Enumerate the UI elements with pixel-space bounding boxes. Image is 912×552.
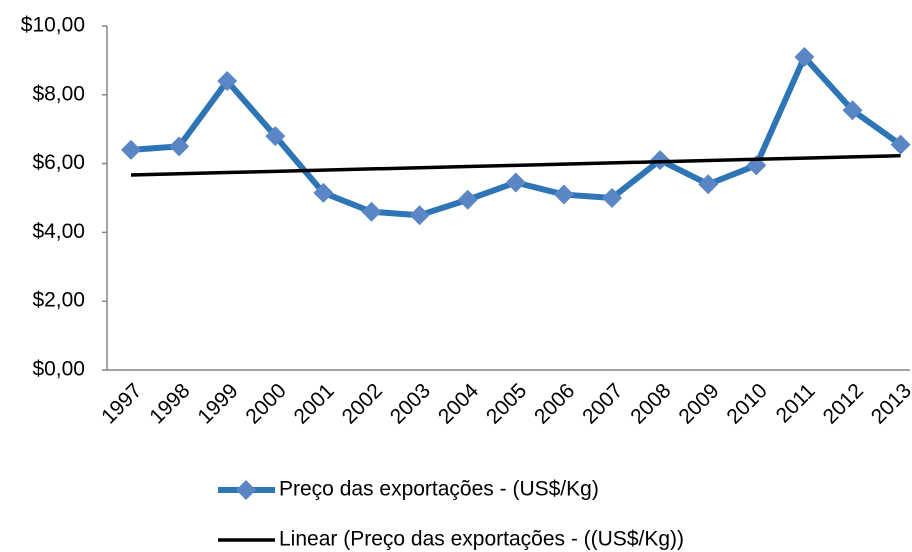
x-tick-label: 2004 <box>434 379 484 429</box>
x-tick-label: 2012 <box>819 379 868 428</box>
legend-label: Linear (Preço das exportações - ((US$/Kg… <box>279 528 684 551</box>
x-tick-label: 2003 <box>386 379 435 428</box>
data-point <box>313 182 334 203</box>
data-point <box>409 205 430 226</box>
legend-entry: Linear (Preço das exportações - ((US$/Kg… <box>218 528 684 551</box>
data-point <box>602 188 622 208</box>
series-line <box>130 153 901 177</box>
legend-label: Preço das exportações - (US$/Kg) <box>279 478 599 501</box>
data-point <box>457 189 478 210</box>
x-tick-label: 1998 <box>145 379 194 428</box>
y-tick-label: $10,00 <box>21 14 85 37</box>
x-tick-label: 2005 <box>482 379 531 428</box>
data-point <box>265 126 286 147</box>
x-tick-label: 2008 <box>626 379 675 428</box>
legend-entry: Preço das exportações - (US$/Kg) <box>218 478 599 501</box>
x-tick-label: 1999 <box>193 379 242 428</box>
x-tick-label: 1997 <box>97 379 146 428</box>
data-point <box>361 201 382 222</box>
x-tick-label: 2002 <box>338 379 387 428</box>
data-point <box>553 184 574 205</box>
y-tick-label: $0,00 <box>32 358 85 381</box>
data-point <box>121 139 141 160</box>
x-tick-label: 2013 <box>867 379 912 428</box>
data-point <box>217 71 238 92</box>
y-tick-label: $4,00 <box>32 220 85 243</box>
data-point <box>505 172 526 193</box>
data-point <box>698 174 719 195</box>
x-tick-label: 2001 <box>290 379 339 428</box>
x-tick-label: 2007 <box>578 379 627 428</box>
x-tick-label: 2006 <box>530 379 579 428</box>
data-point <box>794 46 815 67</box>
x-tick-label: 2000 <box>241 379 290 428</box>
x-tick-label: 2010 <box>722 379 771 428</box>
y-tick-label: $8,00 <box>32 82 85 105</box>
data-point <box>169 136 190 157</box>
legend-marker <box>236 480 256 500</box>
y-tick-label: $2,00 <box>32 289 85 312</box>
x-tick-label: 2011 <box>772 379 820 427</box>
data-point <box>890 134 911 155</box>
x-tick-label: 2009 <box>674 379 723 428</box>
y-tick-label: $6,00 <box>32 151 85 174</box>
data-point <box>842 100 863 121</box>
